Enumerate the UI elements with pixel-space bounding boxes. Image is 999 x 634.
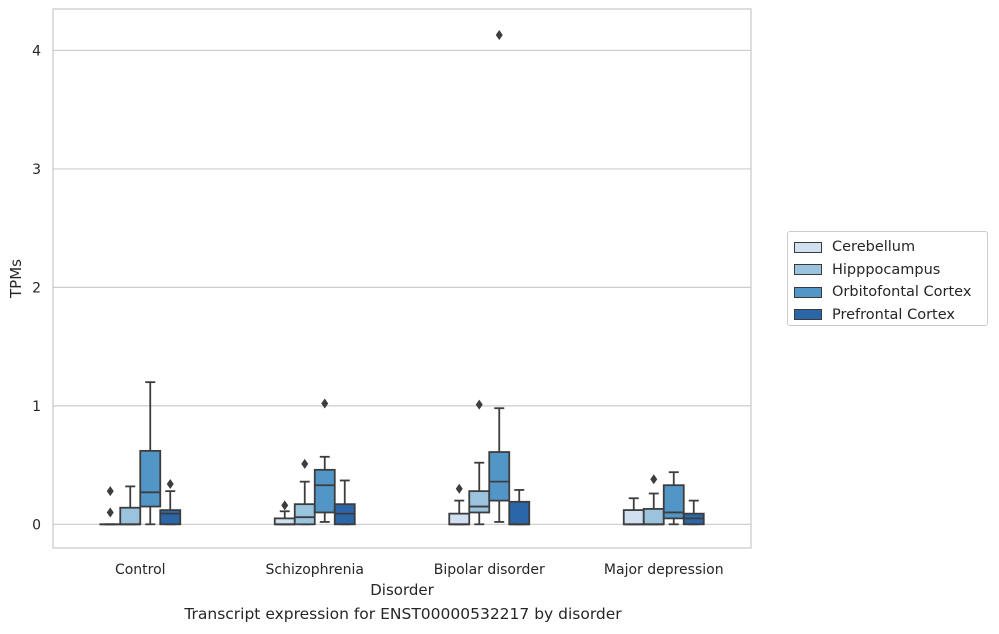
- x-tick-label: Control: [115, 562, 166, 578]
- legend-item: Prefrontal Cortex: [794, 304, 987, 327]
- box-orbitofontal-cortex: [662, 471, 685, 526]
- outlier-point: [455, 483, 463, 494]
- box-iqr: [662, 484, 685, 520]
- y-tick-label: 0: [32, 517, 41, 533]
- box-cerebellum: [273, 500, 296, 526]
- outlier-point: [321, 398, 329, 409]
- box-hipppocampus: [293, 458, 316, 526]
- box-hipppocampus: [468, 399, 491, 526]
- x-tick-label: Major depression: [604, 562, 724, 578]
- outlier-point: [106, 507, 114, 518]
- plot-area-frame: [52, 8, 752, 549]
- box-cerebellum: [99, 486, 122, 526]
- x-axis-label: Disorder: [370, 581, 434, 599]
- legend-swatch: [794, 309, 822, 321]
- outlier-point: [166, 479, 174, 490]
- box-orbitofontal-cortex: [313, 398, 336, 523]
- x-tick-label: Bipolar disorder: [434, 562, 545, 578]
- legend-swatch: [794, 286, 822, 298]
- outlier-point: [475, 399, 483, 410]
- box-iqr: [642, 508, 665, 526]
- box-orbitofontal-cortex: [139, 381, 162, 526]
- box-orbitofontal-cortex: [488, 30, 511, 523]
- box-iqr: [508, 500, 531, 526]
- legend-item: Cerebellum: [794, 236, 987, 259]
- x-tick-label: Schizophrenia: [266, 562, 364, 578]
- legend-label: Hipppocampus: [832, 261, 941, 278]
- box-prefrontal-cortex: [682, 499, 705, 526]
- x-axis-ticks: Control Schizophrenia Bipolar disorder Majo…: [115, 562, 724, 578]
- box-plot-series: [99, 30, 705, 526]
- outlier-point: [301, 458, 309, 469]
- legend-label: Prefrontal Cortex: [832, 306, 955, 323]
- box-iqr: [468, 490, 491, 514]
- legend: Cerebellum Hipppocampus Orbitofontal Corte…: [787, 231, 988, 326]
- box-iqr: [622, 509, 645, 526]
- legend-item: Hipppocampus: [794, 259, 987, 282]
- box-iqr: [488, 451, 511, 502]
- legend-label: Cerebellum: [832, 239, 916, 256]
- box-iqr: [159, 509, 182, 526]
- box-iqr: [119, 506, 142, 526]
- box-hipppocampus: [119, 485, 142, 526]
- legend-swatch: [794, 264, 822, 276]
- box-prefrontal-cortex: [333, 479, 356, 526]
- box-cerebellum: [448, 483, 471, 526]
- box-iqr: [448, 512, 471, 526]
- y-tick-label: 4: [32, 43, 41, 59]
- outlier-point: [106, 486, 114, 497]
- box-cerebellum: [622, 497, 645, 526]
- box-hipppocampus: [642, 474, 665, 526]
- box-prefrontal-cortex: [508, 489, 531, 526]
- y-tick-label: 2: [32, 280, 41, 296]
- legend-item: Orbitofontal Cortex: [794, 281, 987, 304]
- box-iqr: [313, 468, 336, 514]
- y-tick-label: 3: [32, 162, 41, 178]
- box-iqr: [293, 503, 316, 526]
- chart-title: Transcript expression for ENST0000053221…: [184, 605, 622, 623]
- box-iqr: [139, 449, 162, 508]
- y-axis-ticks: 0 1 2 3 4: [32, 43, 41, 533]
- outlier-point: [281, 500, 289, 511]
- legend-label: Orbitofontal Cortex: [832, 284, 972, 301]
- y-tick-label: 1: [32, 399, 41, 415]
- box-prefrontal-cortex: [159, 479, 182, 526]
- y-axis-label: TPMs: [7, 259, 25, 299]
- outlier-point: [495, 30, 503, 41]
- legend-swatch: [794, 241, 822, 253]
- outlier-point: [650, 474, 658, 485]
